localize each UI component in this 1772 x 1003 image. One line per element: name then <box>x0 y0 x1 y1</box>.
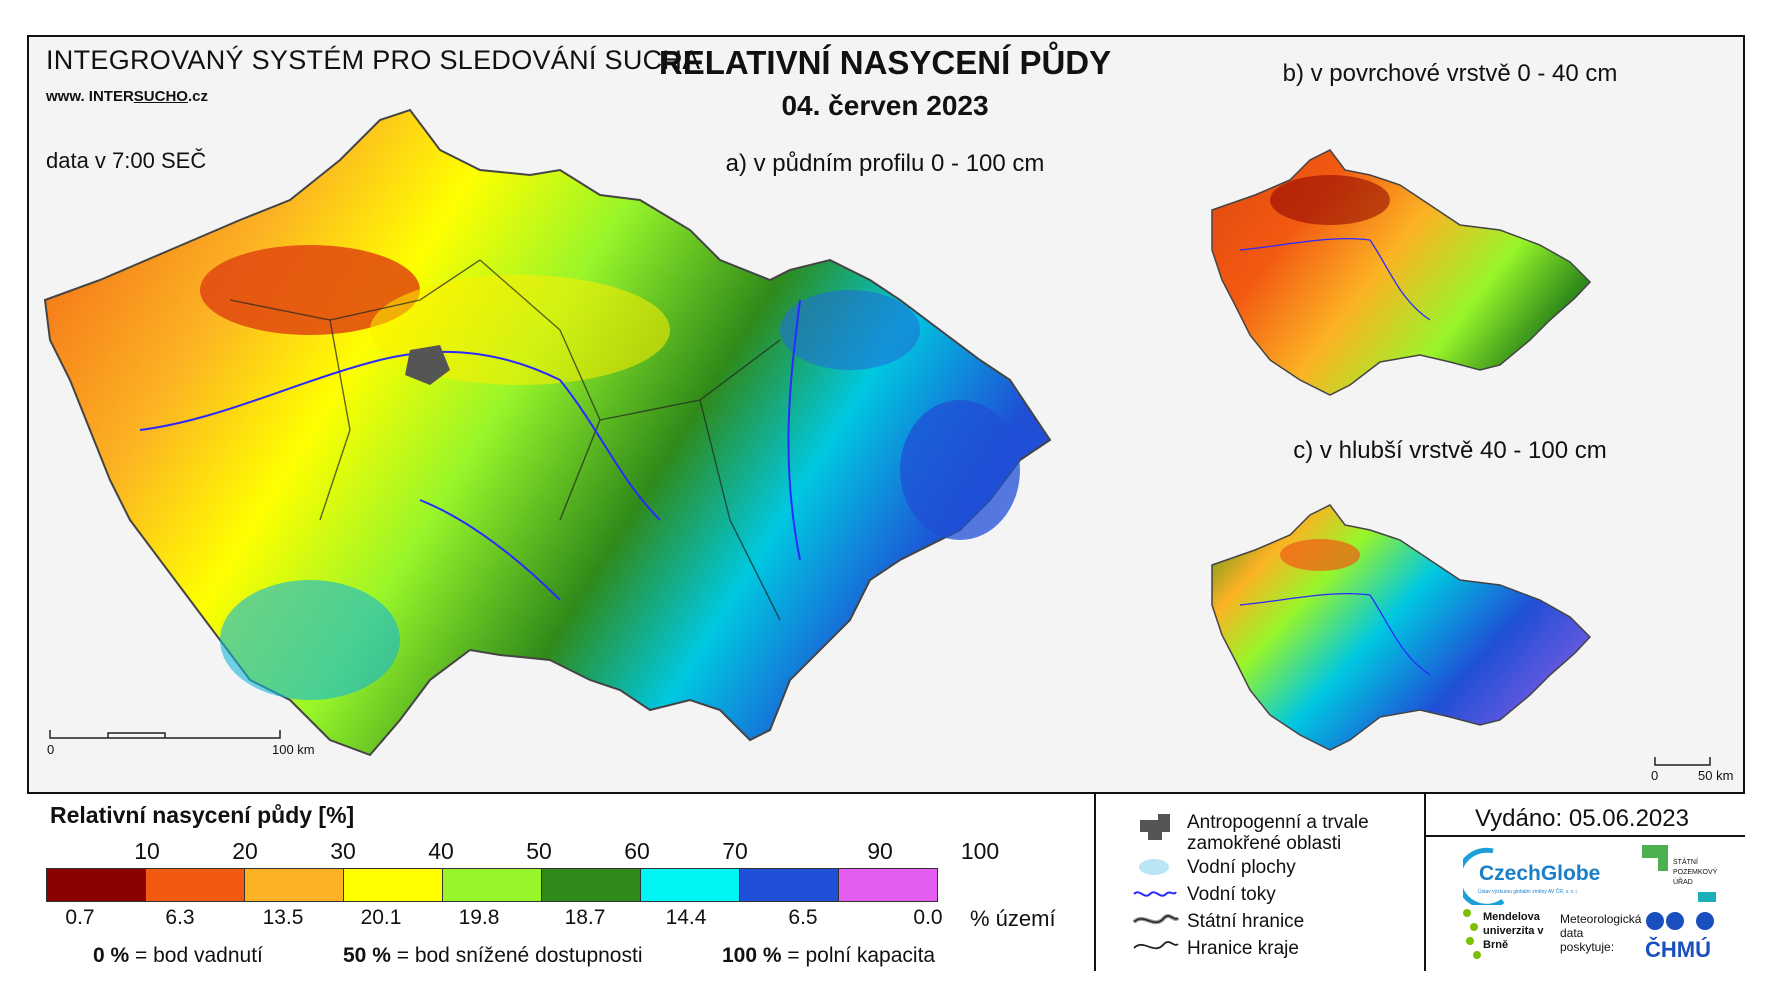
map-b-territory <box>1211 149 1592 396</box>
map-a-territory <box>43 108 1052 757</box>
czechglobe-arc-icon <box>1463 847 1505 905</box>
meteo-data-note: Meteorologická data poskytuje: <box>1560 912 1642 954</box>
issued-separator <box>1424 835 1745 837</box>
map-a-wet-east <box>900 400 1020 540</box>
legend-title: Relativní nasycení půdy [%] <box>50 802 355 828</box>
legend-swatch <box>839 869 937 901</box>
legend-threshold: 50 <box>526 838 552 864</box>
legend-note-reduced: 50 % = bod snížené dostupnosti <box>343 944 643 967</box>
map-a-rivers <box>139 299 801 601</box>
map-a-prague-area <box>405 345 450 385</box>
spu-logo-mark-2 <box>1658 858 1668 871</box>
symbol-label-region-border: Hranice kraje <box>1187 938 1299 959</box>
czechglobe-subtitle: Ústav výzkumu globální změny AV ČR, v. v… <box>1478 889 1579 895</box>
legend-swatch <box>443 869 542 901</box>
symbol-label-river: Vodní toky <box>1187 884 1276 905</box>
spu-logo: STÁTNÍ POZEMKOVÝ ÚŘAD <box>1673 859 1718 886</box>
legend-note-wilting: 0 % = bod vadnutí <box>93 944 263 967</box>
map-c-territory <box>1211 504 1592 751</box>
map-c-rivers <box>1239 593 1431 676</box>
legend-threshold: 90 <box>867 838 893 864</box>
legend-threshold: 10 <box>134 838 160 864</box>
czechglobe-logo: CzechGlobe <box>1479 862 1601 885</box>
issued-date: Vydáno: 05.06.2023 <box>1475 805 1689 832</box>
map-c-dry-core <box>1280 539 1360 571</box>
color-scale <box>46 868 938 902</box>
legend-swatch <box>146 869 245 901</box>
legend-area-unit: % území <box>970 906 1056 931</box>
website-link[interactable]: www. INTERSUCHO.cz <box>46 88 208 105</box>
waterlogged-area-icon <box>1140 814 1170 840</box>
legend-swatch <box>47 869 146 901</box>
state-border-line <box>1133 915 1179 924</box>
legend-swatch <box>245 869 344 901</box>
page-title: RELATIVNÍ NASYCENÍ PŮDY <box>658 44 1112 81</box>
map-date: 04. červen 2023 <box>781 90 989 121</box>
legend-note-capacity: 100 % = polní kapacita <box>722 944 936 967</box>
legend-area-pct: 19.8 <box>458 906 500 929</box>
legend-area-pct: 0.0 <box>913 906 943 929</box>
river-icon <box>1133 891 1177 897</box>
legend-swatch <box>740 869 839 901</box>
symbol-icons <box>1132 814 1180 950</box>
map-a <box>43 108 1052 757</box>
legend-threshold: 40 <box>428 838 454 864</box>
scale-bar-c <box>1654 757 1711 766</box>
scale-a-end: 100 km <box>272 742 315 757</box>
map-a-wet-southwest <box>220 580 400 700</box>
spu-accent-mark <box>1698 892 1716 902</box>
legend-separator <box>1094 792 1096 971</box>
legend-threshold: 60 <box>624 838 650 864</box>
symbol-label-water-surface: Vodní plochy <box>1187 857 1296 878</box>
legend-threshold: 30 <box>330 838 356 864</box>
logos-separator <box>1424 792 1426 971</box>
legend-area-pct: 6.3 <box>165 906 195 929</box>
map-c <box>1211 504 1592 751</box>
legend-threshold: 20 <box>232 838 258 864</box>
legend-area-pct: 18.7 <box>564 906 606 929</box>
region-border-icon <box>1133 941 1179 950</box>
map-c-label: c) v hlubší vrstvě 40 - 100 cm <box>1293 437 1607 464</box>
legend-area-pct: 6.5 <box>788 906 818 929</box>
mendelu-logo: Mendelova univerzita v Brně <box>1483 911 1544 951</box>
legend-swatch <box>542 869 641 901</box>
map-b <box>1211 149 1592 396</box>
map-b-rivers <box>1239 238 1431 321</box>
legend-threshold: 70 <box>722 838 748 864</box>
system-title: INTEGROVANÝ SYSTÉM PRO SLEDOVÁNÍ SUCHA <box>46 45 701 75</box>
map-b-label: b) v povrchové vrstvě 0 - 40 cm <box>1282 60 1618 87</box>
legend-area-pct: 20.1 <box>360 906 402 929</box>
chmu-logo-icon <box>1646 912 1714 930</box>
scale-c-end: 50 km <box>1698 768 1734 783</box>
scale-a-start: 0 <box>47 742 55 757</box>
scale-c-start: 0 <box>1651 768 1659 783</box>
spu-logo-mark <box>1642 845 1668 858</box>
chmu-logo: ČHMÚ <box>1645 937 1711 962</box>
map-a-region-borders <box>229 259 781 621</box>
map-b-dry-core <box>1270 175 1390 225</box>
symbol-label-state-border: Státní hranice <box>1187 911 1305 932</box>
water-surface-icon <box>1139 859 1169 875</box>
legend-swatch <box>641 869 740 901</box>
legend-area-pct: 14.4 <box>665 906 707 929</box>
legend-area-pct: 0.7 <box>65 906 95 929</box>
map-a-label: a) v půdním profilu 0 - 100 cm <box>725 150 1045 177</box>
legend-area-pct: 13.5 <box>262 906 304 929</box>
map-a-wet-northeast <box>780 290 920 370</box>
czechglobe-logo-mark <box>1463 847 1505 905</box>
scale-bar-a <box>49 730 281 739</box>
legend-threshold: 100 <box>960 838 1000 864</box>
symbol-label-waterlogged: Antropogenní a trvale zamokřené oblasti <box>1187 812 1369 854</box>
mendelu-dots-icon <box>1463 909 1481 959</box>
data-time: data v 7:00 SEČ <box>46 148 207 173</box>
legend-swatch <box>344 869 443 901</box>
